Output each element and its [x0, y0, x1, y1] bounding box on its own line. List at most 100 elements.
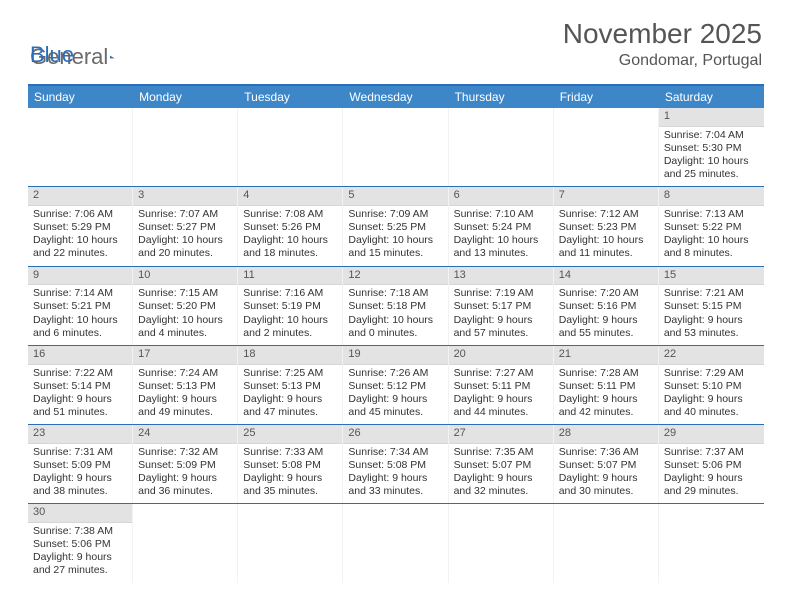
day-cell: 26Sunrise: 7:34 AMSunset: 5:08 PMDayligh…: [343, 425, 448, 503]
day-cell: [133, 108, 238, 186]
day-cell: [449, 108, 554, 186]
day-details: Sunrise: 7:32 AMSunset: 5:09 PMDaylight:…: [133, 444, 237, 504]
day-number: [554, 108, 658, 126]
day-details: Sunrise: 7:38 AMSunset: 5:06 PMDaylight:…: [28, 523, 132, 583]
day-cell: 1Sunrise: 7:04 AMSunset: 5:30 PMDaylight…: [659, 108, 764, 186]
day-number: [238, 504, 342, 522]
header: General November 2025 Gondomar, Portugal: [0, 0, 792, 78]
day-cell: [554, 504, 659, 582]
day-number: 26: [343, 425, 447, 444]
day-header: Friday: [554, 86, 659, 108]
day-cell: [343, 108, 448, 186]
day-details: Sunrise: 7:27 AMSunset: 5:11 PMDaylight:…: [449, 365, 553, 425]
day-number: 30: [28, 504, 132, 523]
day-details: Sunrise: 7:28 AMSunset: 5:11 PMDaylight:…: [554, 365, 658, 425]
day-cell: 4Sunrise: 7:08 AMSunset: 5:26 PMDaylight…: [238, 187, 343, 265]
day-number: 2: [28, 187, 132, 206]
day-cell: 23Sunrise: 7:31 AMSunset: 5:09 PMDayligh…: [28, 425, 133, 503]
day-number: 5: [343, 187, 447, 206]
day-number: 15: [659, 267, 764, 286]
day-details: Sunrise: 7:14 AMSunset: 5:21 PMDaylight:…: [28, 285, 132, 345]
day-cell: 21Sunrise: 7:28 AMSunset: 5:11 PMDayligh…: [554, 346, 659, 424]
day-number: 14: [554, 267, 658, 286]
day-number: 28: [554, 425, 658, 444]
day-header-row: SundayMondayTuesdayWednesdayThursdayFrid…: [28, 86, 764, 108]
day-details: Sunrise: 7:29 AMSunset: 5:10 PMDaylight:…: [659, 365, 764, 425]
day-cell: 14Sunrise: 7:20 AMSunset: 5:16 PMDayligh…: [554, 267, 659, 345]
day-details: Sunrise: 7:26 AMSunset: 5:12 PMDaylight:…: [343, 365, 447, 425]
day-header: Tuesday: [238, 86, 343, 108]
day-details: Sunrise: 7:16 AMSunset: 5:19 PMDaylight:…: [238, 285, 342, 345]
day-cell: 29Sunrise: 7:37 AMSunset: 5:06 PMDayligh…: [659, 425, 764, 503]
day-header: Saturday: [659, 86, 764, 108]
day-cell: 2Sunrise: 7:06 AMSunset: 5:29 PMDaylight…: [28, 187, 133, 265]
day-cell: 12Sunrise: 7:18 AMSunset: 5:18 PMDayligh…: [343, 267, 448, 345]
day-number: [449, 504, 553, 522]
day-number: 7: [554, 187, 658, 206]
day-number: 21: [554, 346, 658, 365]
day-number: 12: [343, 267, 447, 286]
day-details: Sunrise: 7:08 AMSunset: 5:26 PMDaylight:…: [238, 206, 342, 266]
day-cell: 15Sunrise: 7:21 AMSunset: 5:15 PMDayligh…: [659, 267, 764, 345]
day-cell: [133, 504, 238, 582]
calendar: SundayMondayTuesdayWednesdayThursdayFrid…: [28, 84, 764, 583]
day-cell: 25Sunrise: 7:33 AMSunset: 5:08 PMDayligh…: [238, 425, 343, 503]
day-cell: 7Sunrise: 7:12 AMSunset: 5:23 PMDaylight…: [554, 187, 659, 265]
week-row: 16Sunrise: 7:22 AMSunset: 5:14 PMDayligh…: [28, 346, 764, 425]
day-cell: 28Sunrise: 7:36 AMSunset: 5:07 PMDayligh…: [554, 425, 659, 503]
week-row: 1Sunrise: 7:04 AMSunset: 5:30 PMDaylight…: [28, 108, 764, 187]
day-number: 16: [28, 346, 132, 365]
day-number: [554, 504, 658, 522]
day-number: 20: [449, 346, 553, 365]
day-details: Sunrise: 7:20 AMSunset: 5:16 PMDaylight:…: [554, 285, 658, 345]
day-cell: [659, 504, 764, 582]
month-title: November 2025: [563, 18, 762, 50]
day-number: 1: [659, 108, 764, 127]
day-number: 24: [133, 425, 237, 444]
day-details: Sunrise: 7:31 AMSunset: 5:09 PMDaylight:…: [28, 444, 132, 504]
day-header: Sunday: [28, 86, 133, 108]
day-number: [28, 108, 132, 126]
location: Gondomar, Portugal: [563, 52, 762, 70]
day-details: Sunrise: 7:04 AMSunset: 5:30 PMDaylight:…: [659, 127, 764, 187]
day-cell: [28, 108, 133, 186]
day-details: Sunrise: 7:37 AMSunset: 5:06 PMDaylight:…: [659, 444, 764, 504]
week-row: 9Sunrise: 7:14 AMSunset: 5:21 PMDaylight…: [28, 267, 764, 346]
day-cell: 22Sunrise: 7:29 AMSunset: 5:10 PMDayligh…: [659, 346, 764, 424]
day-details: Sunrise: 7:18 AMSunset: 5:18 PMDaylight:…: [343, 285, 447, 345]
day-number: 13: [449, 267, 553, 286]
day-cell: 6Sunrise: 7:10 AMSunset: 5:24 PMDaylight…: [449, 187, 554, 265]
day-details: Sunrise: 7:19 AMSunset: 5:17 PMDaylight:…: [449, 285, 553, 345]
day-number: 8: [659, 187, 764, 206]
day-number: 4: [238, 187, 342, 206]
day-number: 9: [28, 267, 132, 286]
day-number: [449, 108, 553, 126]
day-cell: [554, 108, 659, 186]
day-details: Sunrise: 7:33 AMSunset: 5:08 PMDaylight:…: [238, 444, 342, 504]
day-cell: 11Sunrise: 7:16 AMSunset: 5:19 PMDayligh…: [238, 267, 343, 345]
day-number: 11: [238, 267, 342, 286]
day-number: [133, 108, 237, 126]
day-header: Thursday: [449, 86, 554, 108]
week-row: 30Sunrise: 7:38 AMSunset: 5:06 PMDayligh…: [28, 504, 764, 582]
day-cell: [343, 504, 448, 582]
day-number: 18: [238, 346, 342, 365]
day-number: [343, 108, 447, 126]
day-cell: 13Sunrise: 7:19 AMSunset: 5:17 PMDayligh…: [449, 267, 554, 345]
day-details: Sunrise: 7:07 AMSunset: 5:27 PMDaylight:…: [133, 206, 237, 266]
day-details: Sunrise: 7:25 AMSunset: 5:13 PMDaylight:…: [238, 365, 342, 425]
day-number: 6: [449, 187, 553, 206]
week-row: 23Sunrise: 7:31 AMSunset: 5:09 PMDayligh…: [28, 425, 764, 504]
day-number: 10: [133, 267, 237, 286]
day-details: Sunrise: 7:15 AMSunset: 5:20 PMDaylight:…: [133, 285, 237, 345]
day-cell: [238, 504, 343, 582]
day-number: 3: [133, 187, 237, 206]
day-details: Sunrise: 7:24 AMSunset: 5:13 PMDaylight:…: [133, 365, 237, 425]
day-details: Sunrise: 7:09 AMSunset: 5:25 PMDaylight:…: [343, 206, 447, 266]
day-cell: 10Sunrise: 7:15 AMSunset: 5:20 PMDayligh…: [133, 267, 238, 345]
day-number: [343, 504, 447, 522]
day-number: 25: [238, 425, 342, 444]
title-block: November 2025 Gondomar, Portugal: [563, 18, 762, 70]
day-cell: 18Sunrise: 7:25 AMSunset: 5:13 PMDayligh…: [238, 346, 343, 424]
day-number: 22: [659, 346, 764, 365]
